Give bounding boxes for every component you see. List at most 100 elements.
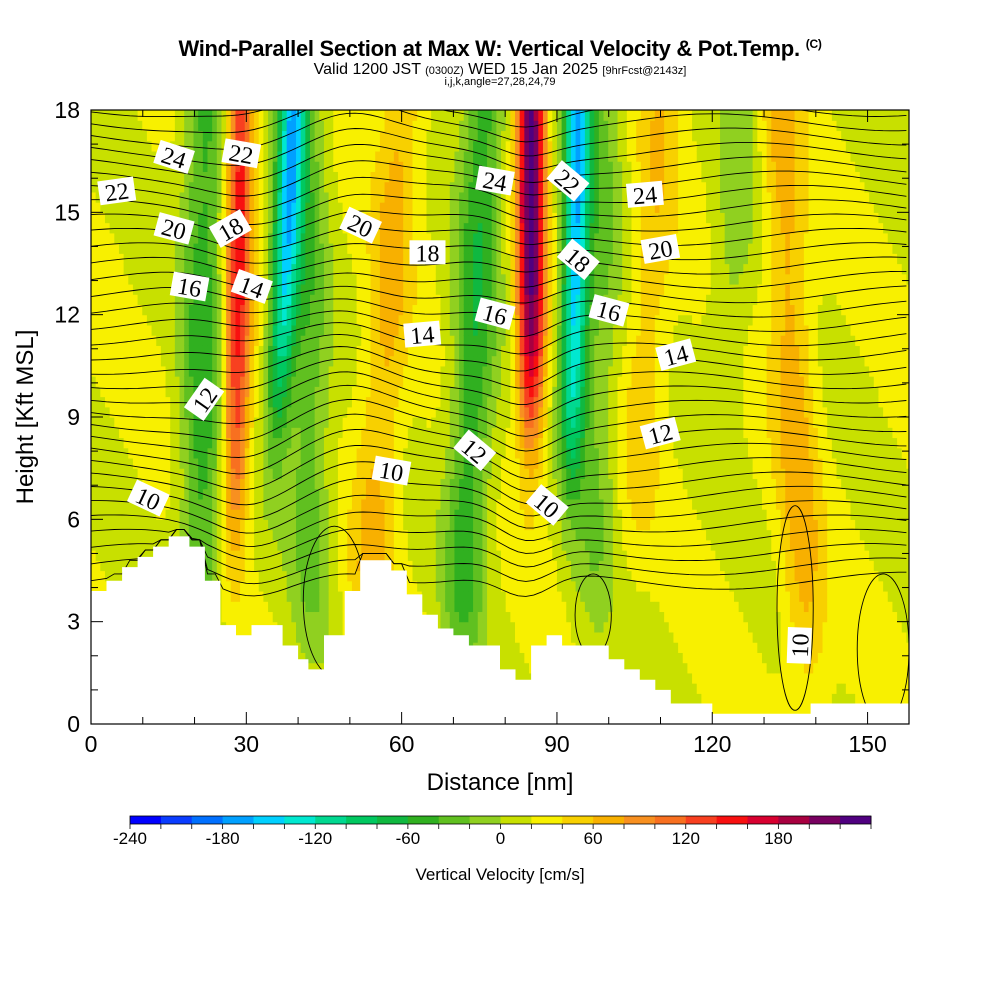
velocity-cell bbox=[95, 417, 101, 428]
velocity-cell bbox=[221, 529, 227, 541]
velocity-cell bbox=[137, 304, 143, 316]
velocity-cell bbox=[132, 212, 139, 224]
velocity-cell bbox=[230, 406, 237, 418]
velocity-cell bbox=[226, 324, 232, 336]
velocity-cell bbox=[375, 243, 381, 254]
velocity-cell bbox=[100, 304, 106, 316]
velocity-cell bbox=[365, 519, 372, 531]
velocity-cell bbox=[118, 202, 125, 213]
velocity-cell bbox=[440, 406, 446, 418]
velocity-cell bbox=[244, 457, 251, 469]
velocity-cell bbox=[198, 222, 204, 234]
velocity-cell bbox=[421, 283, 428, 295]
velocity-cell bbox=[291, 509, 297, 520]
velocity-cell bbox=[449, 488, 456, 500]
velocity-cell bbox=[184, 529, 190, 541]
velocity-cell bbox=[268, 161, 274, 172]
velocity-cell bbox=[188, 519, 195, 531]
velocity-cell bbox=[310, 253, 316, 265]
velocity-cell bbox=[431, 396, 437, 408]
velocity-cell bbox=[132, 140, 139, 152]
velocity-cell bbox=[440, 345, 446, 357]
velocity-cell bbox=[440, 529, 446, 541]
velocity-cell bbox=[426, 212, 432, 224]
velocity-cell bbox=[226, 263, 232, 275]
velocity-cell bbox=[286, 324, 292, 336]
velocity-cell bbox=[454, 427, 460, 439]
velocity-cell bbox=[459, 181, 465, 193]
velocity-cell bbox=[258, 478, 264, 490]
velocity-cell bbox=[305, 314, 311, 326]
velocity-cell bbox=[291, 304, 297, 316]
velocity-cell bbox=[407, 427, 414, 439]
velocity-cell bbox=[254, 263, 260, 275]
velocity-cell bbox=[393, 498, 400, 510]
velocity-cell bbox=[202, 519, 209, 531]
velocity-cell bbox=[263, 529, 269, 541]
velocity-cell bbox=[449, 171, 456, 183]
velocity-cell bbox=[156, 181, 162, 193]
velocity-cell bbox=[431, 529, 437, 541]
velocity-cell bbox=[95, 498, 101, 510]
velocity-cell bbox=[356, 406, 362, 418]
velocity-cell bbox=[160, 181, 167, 193]
velocity-cell bbox=[198, 130, 204, 142]
velocity-cell bbox=[440, 478, 446, 490]
velocity-cell bbox=[328, 140, 334, 152]
velocity-cell bbox=[421, 294, 428, 306]
velocity-cell bbox=[342, 335, 348, 346]
velocity-cell bbox=[132, 376, 139, 387]
velocity-cell bbox=[296, 120, 302, 132]
velocity-cell bbox=[235, 580, 241, 592]
chart-title: Wind-Parallel Section at Max W: Vertical… bbox=[0, 36, 1000, 62]
velocity-cell bbox=[375, 171, 381, 183]
velocity-cell bbox=[323, 580, 330, 592]
velocity-cell bbox=[445, 181, 451, 193]
velocity-cell bbox=[226, 335, 232, 346]
velocity-cell bbox=[417, 396, 423, 408]
velocity-cell bbox=[426, 283, 432, 295]
velocity-cell bbox=[310, 631, 316, 643]
velocity-cell bbox=[170, 335, 176, 346]
velocity-cell bbox=[207, 417, 213, 428]
velocity-cell bbox=[435, 550, 442, 561]
velocity-cell bbox=[328, 294, 334, 306]
velocity-cell bbox=[449, 253, 456, 265]
velocity-cell bbox=[375, 539, 381, 551]
velocity-cell bbox=[109, 417, 115, 428]
velocity-cell bbox=[319, 345, 325, 357]
velocity-cell bbox=[403, 498, 409, 510]
velocity-cell bbox=[142, 406, 148, 418]
velocity-cell bbox=[407, 550, 414, 561]
velocity-cell bbox=[212, 273, 218, 285]
velocity-cell bbox=[440, 570, 446, 582]
velocity-cell bbox=[170, 110, 176, 121]
velocity-cell bbox=[244, 171, 251, 183]
valid-utc: (0300Z) bbox=[425, 65, 464, 77]
velocity-cell bbox=[165, 120, 171, 132]
velocity-cell bbox=[277, 365, 283, 377]
velocity-cell bbox=[212, 437, 218, 449]
velocity-cell bbox=[459, 529, 465, 541]
velocity-cell bbox=[263, 498, 269, 510]
velocity-cell bbox=[146, 253, 153, 265]
velocity-cell bbox=[342, 570, 348, 582]
velocity-cell bbox=[417, 386, 423, 398]
velocity-cell bbox=[323, 468, 330, 479]
velocity-cell bbox=[319, 243, 325, 254]
velocity-cell bbox=[398, 427, 404, 439]
velocity-cell bbox=[226, 519, 232, 531]
velocity-cell bbox=[356, 417, 362, 428]
velocity-cell bbox=[445, 294, 451, 306]
velocity-cell bbox=[268, 478, 274, 490]
velocity-cell bbox=[449, 335, 456, 346]
velocity-cell bbox=[291, 140, 297, 152]
velocity-cell bbox=[454, 406, 460, 418]
velocity-cell bbox=[440, 212, 446, 224]
velocity-cell bbox=[91, 110, 97, 121]
velocity-cell bbox=[221, 447, 227, 459]
velocity-cell bbox=[160, 171, 167, 183]
velocity-cell bbox=[375, 202, 381, 213]
velocity-cell bbox=[300, 642, 306, 653]
velocity-cell bbox=[123, 519, 129, 531]
